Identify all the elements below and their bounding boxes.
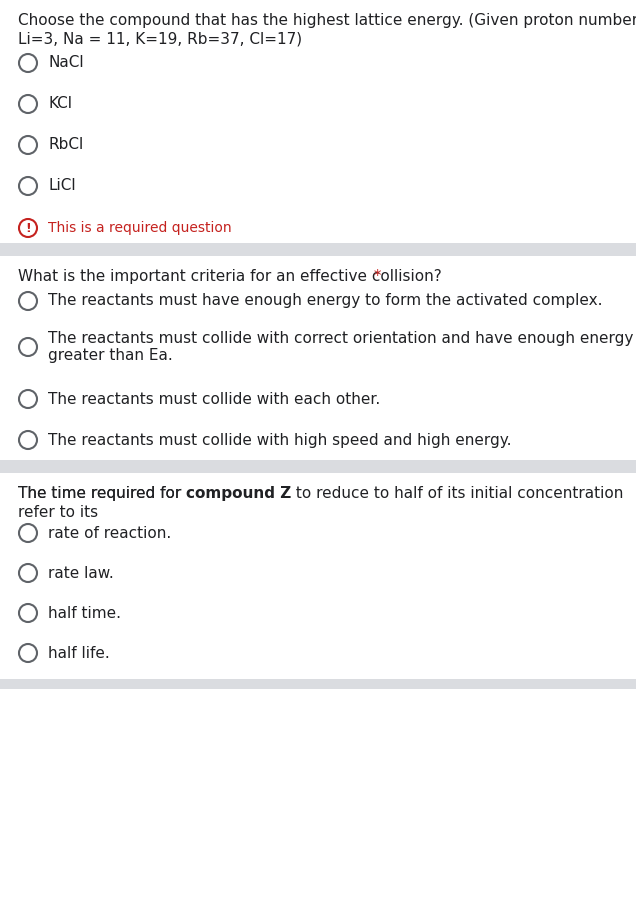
Text: refer to its: refer to its <box>18 505 98 520</box>
Text: to reduce to half of its initial concentration: to reduce to half of its initial concent… <box>291 486 624 501</box>
Text: The time required for: The time required for <box>18 486 186 501</box>
Bar <box>0 460 636 473</box>
Text: The reactants must collide with each other.: The reactants must collide with each oth… <box>48 391 380 406</box>
Text: half time.: half time. <box>48 605 121 621</box>
Bar <box>0 243 636 256</box>
Text: rate law.: rate law. <box>48 565 114 580</box>
Text: compound Z: compound Z <box>186 486 291 501</box>
Text: Choose the compound that has the highest lattice energy. (Given proton number :: Choose the compound that has the highest… <box>18 13 636 28</box>
Text: *: * <box>369 269 382 284</box>
Text: half life.: half life. <box>48 646 110 660</box>
Text: RbCl: RbCl <box>48 137 83 153</box>
Text: NaCl: NaCl <box>48 55 83 71</box>
Text: What is the important criteria for an effective collision?: What is the important criteria for an ef… <box>18 269 442 284</box>
Text: KCl: KCl <box>48 97 72 111</box>
Text: !: ! <box>25 221 31 235</box>
Text: The time required for: The time required for <box>18 486 186 501</box>
Text: The reactants must collide with correct orientation and have enough energy equal: The reactants must collide with correct … <box>48 331 636 363</box>
Bar <box>0 679 636 689</box>
Text: rate of reaction.: rate of reaction. <box>48 526 171 541</box>
Text: The reactants must collide with high speed and high energy.: The reactants must collide with high spe… <box>48 433 511 448</box>
Text: LiCl: LiCl <box>48 179 76 193</box>
Text: The reactants must have enough energy to form the activated complex.: The reactants must have enough energy to… <box>48 294 602 309</box>
Text: Li=3, Na = 11, K=19, Rb=37, Cl=17): Li=3, Na = 11, K=19, Rb=37, Cl=17) <box>18 32 302 47</box>
Text: This is a required question: This is a required question <box>48 221 232 235</box>
